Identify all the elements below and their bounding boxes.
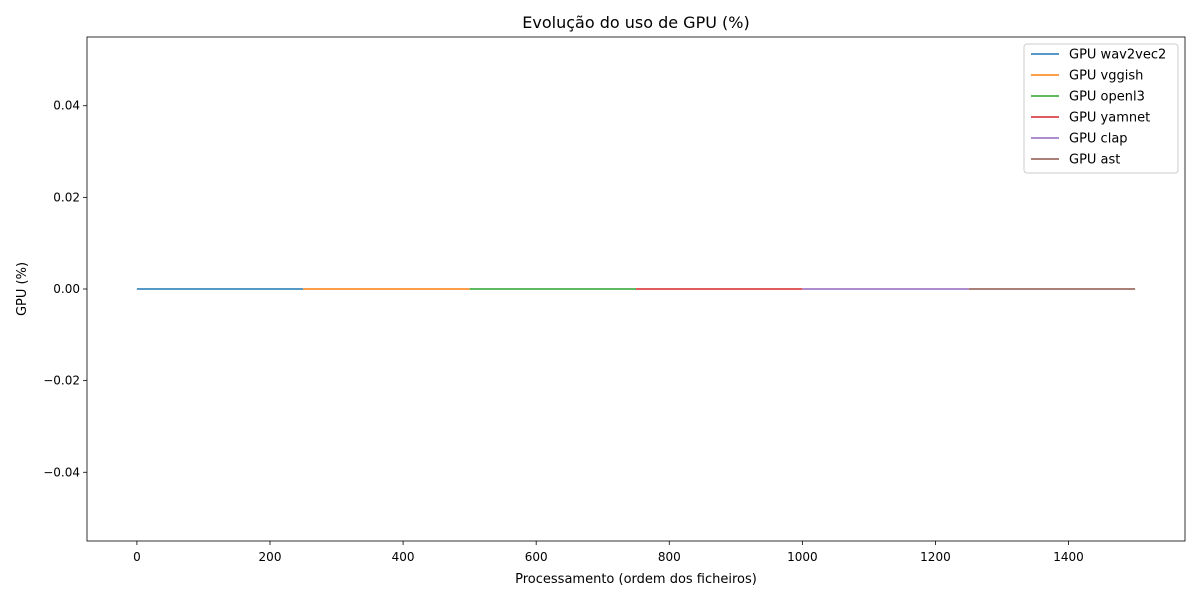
y-tick-label: 0.00 [53,282,80,296]
x-tick-label: 400 [392,550,415,564]
y-tick-label: 0.04 [53,99,80,113]
y-tick-label: −0.02 [43,374,80,388]
x-tick-label: 0 [133,550,141,564]
chart-title: Evolução do uso de GPU (%) [522,13,749,32]
legend-label: GPU clap [1069,132,1128,147]
legend-label: GPU wav2vec2 [1069,48,1166,63]
legend-label: GPU openl3 [1069,90,1145,105]
x-tick-label: 600 [525,550,548,564]
legend-box [1023,43,1179,174]
x-tick-label: 1200 [920,550,951,564]
x-tick-label: 1000 [787,550,818,564]
legend-label: GPU vggish [1069,69,1143,84]
plot-area: 0 200 400 600 800 1000 1200 1400 −0.04 −0.02 0.00 0… [43,36,1186,564]
x-tick-label: 1400 [1053,550,1084,564]
x-tick-label: 800 [658,550,681,564]
legend: GPU wav2vec2 GPU vggish GPU openl3 GPU yamn… [1023,43,1179,174]
legend-label: GPU ast [1069,153,1120,168]
y-axis-label: GPU (%) [15,262,30,316]
x-tick-label: 200 [259,550,282,564]
x-axis-label: Processamento (ordem dos ficheiros) [515,572,757,587]
y-tick-label: −0.04 [43,465,80,479]
legend-label: GPU yamnet [1069,111,1150,126]
y-tick-label: 0.02 [53,190,80,204]
